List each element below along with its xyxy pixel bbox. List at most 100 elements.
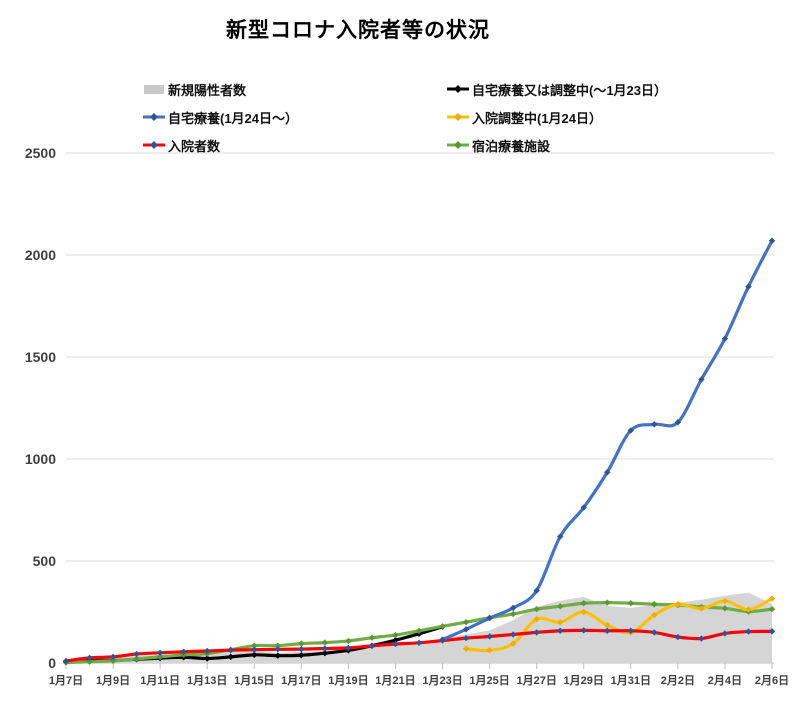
data-point-marker (557, 533, 564, 540)
y-axis-label: 2000 (25, 247, 56, 263)
legend-swatch-green-line-icon (447, 138, 469, 152)
x-axis-label: 1月21日 (375, 674, 415, 687)
data-point-marker (557, 627, 564, 634)
data-point-marker (62, 657, 70, 665)
legend-label: 自宅療養又は調整中(〜1月23日） (472, 82, 668, 98)
data-point-marker (721, 597, 729, 605)
legend-item-home-care-from-jan24: 自宅療養(1月24日〜） (143, 107, 298, 127)
data-point-marker (768, 628, 776, 635)
data-point-marker (368, 642, 376, 650)
data-point-marker (439, 623, 446, 630)
legend-swatch-area-icon (143, 82, 165, 96)
legend-swatch-yellow-line-icon (447, 110, 469, 124)
x-axis-label: 1月13日 (187, 674, 227, 687)
data-point-marker (345, 637, 352, 645)
x-axis-label: 1月11日 (140, 674, 180, 687)
legend-swatch-black-line-icon (447, 82, 469, 96)
data-point-marker (439, 636, 446, 643)
swatch-graphic (447, 141, 469, 149)
data-point-marker (486, 647, 493, 654)
data-point-marker (204, 655, 211, 662)
data-point-marker (627, 627, 634, 634)
data-point-marker (580, 600, 587, 607)
swatch-graphic (143, 113, 165, 121)
legend-item-awaiting-hospitalization-jan24: 入院調整中(1月24日） (447, 107, 602, 127)
legend-item-new-positive-cases: 新規陽性者数 (143, 79, 246, 99)
legend-label: 自宅療養(1月24日〜） (168, 110, 299, 126)
data-point-marker (274, 646, 281, 653)
legend-label: 入院者数 (168, 138, 221, 154)
data-point-marker (627, 427, 634, 434)
data-point-marker (745, 628, 752, 635)
data-point-marker (674, 601, 682, 608)
legend-item-lodging-facility: 宿泊療養施設 (447, 135, 550, 155)
y-axis-label: 500 (33, 553, 57, 569)
x-axis-label: 1月9日 (96, 674, 130, 687)
x-axis-label: 1月15日 (234, 674, 274, 687)
data-point-marker (745, 606, 752, 613)
data-point-marker (86, 654, 93, 662)
legend-swatch-blue-line-icon (143, 110, 165, 124)
x-axis-label: 1月19日 (328, 674, 368, 687)
data-point-marker (274, 642, 281, 649)
data-point-marker (698, 635, 705, 642)
data-point-marker (462, 634, 470, 642)
data-point-marker (533, 615, 540, 623)
data-point-marker (557, 619, 564, 626)
x-axis-label: 1月27日 (516, 674, 556, 687)
data-point-marker (768, 595, 776, 602)
data-point-marker (415, 639, 423, 647)
data-point-marker (321, 650, 329, 657)
data-point-marker (133, 655, 140, 663)
y-axis-label: 2500 (25, 145, 56, 161)
data-point-marker (227, 653, 234, 661)
data-point-marker (651, 601, 658, 608)
legend-label: 宿泊療養施設 (472, 138, 551, 154)
data-point-marker (509, 604, 517, 612)
x-axis-label: 1月7日 (49, 674, 83, 687)
data-point-marker (580, 608, 587, 616)
data-point-marker (509, 640, 517, 647)
data-point-marker (627, 600, 634, 607)
x-axis-label: 1月31日 (611, 674, 651, 687)
data-point-marker (321, 645, 329, 652)
data-point-marker (509, 631, 517, 638)
data-point-marker (156, 653, 164, 661)
series-area-new-positive-cases (66, 592, 772, 663)
data-point-marker (133, 650, 140, 658)
data-point-marker (298, 645, 305, 653)
data-point-marker (674, 419, 682, 426)
data-point-marker (651, 421, 658, 428)
data-point-marker (580, 627, 587, 634)
y-axis-label: 1000 (25, 451, 56, 467)
data-point-marker (580, 504, 587, 511)
x-axis-label: 2月2日 (661, 674, 695, 687)
data-point-marker (486, 614, 493, 622)
data-point-marker (204, 647, 211, 655)
x-axis-label: 2月4日 (708, 674, 742, 687)
data-point-marker (557, 603, 564, 610)
x-axis-label: 1月23日 (422, 674, 462, 687)
data-point-marker (415, 627, 423, 634)
data-point-marker (604, 599, 611, 606)
y-axis-label: 0 (48, 655, 56, 671)
data-point-marker (298, 640, 305, 647)
data-point-marker (180, 648, 187, 655)
data-point-marker (698, 376, 705, 383)
data-point-marker (768, 605, 776, 613)
data-point-marker (251, 646, 258, 653)
chart-title: 新型コロナ入院者等の状況 (226, 19, 490, 42)
data-point-marker (674, 633, 682, 641)
data-point-marker (109, 653, 117, 661)
data-point-marker (251, 651, 258, 659)
data-point-marker (604, 622, 611, 629)
data-point-marker (86, 658, 93, 665)
data-point-marker (651, 611, 658, 619)
data-point-marker (462, 645, 470, 652)
swatch-graphic (144, 85, 164, 94)
x-axis-label: 1月25日 (469, 674, 509, 687)
legend-label: 入院調整中(1月24日） (472, 110, 603, 126)
data-point-marker (698, 605, 705, 612)
legend-label: 新規陽性者数 (168, 82, 247, 98)
